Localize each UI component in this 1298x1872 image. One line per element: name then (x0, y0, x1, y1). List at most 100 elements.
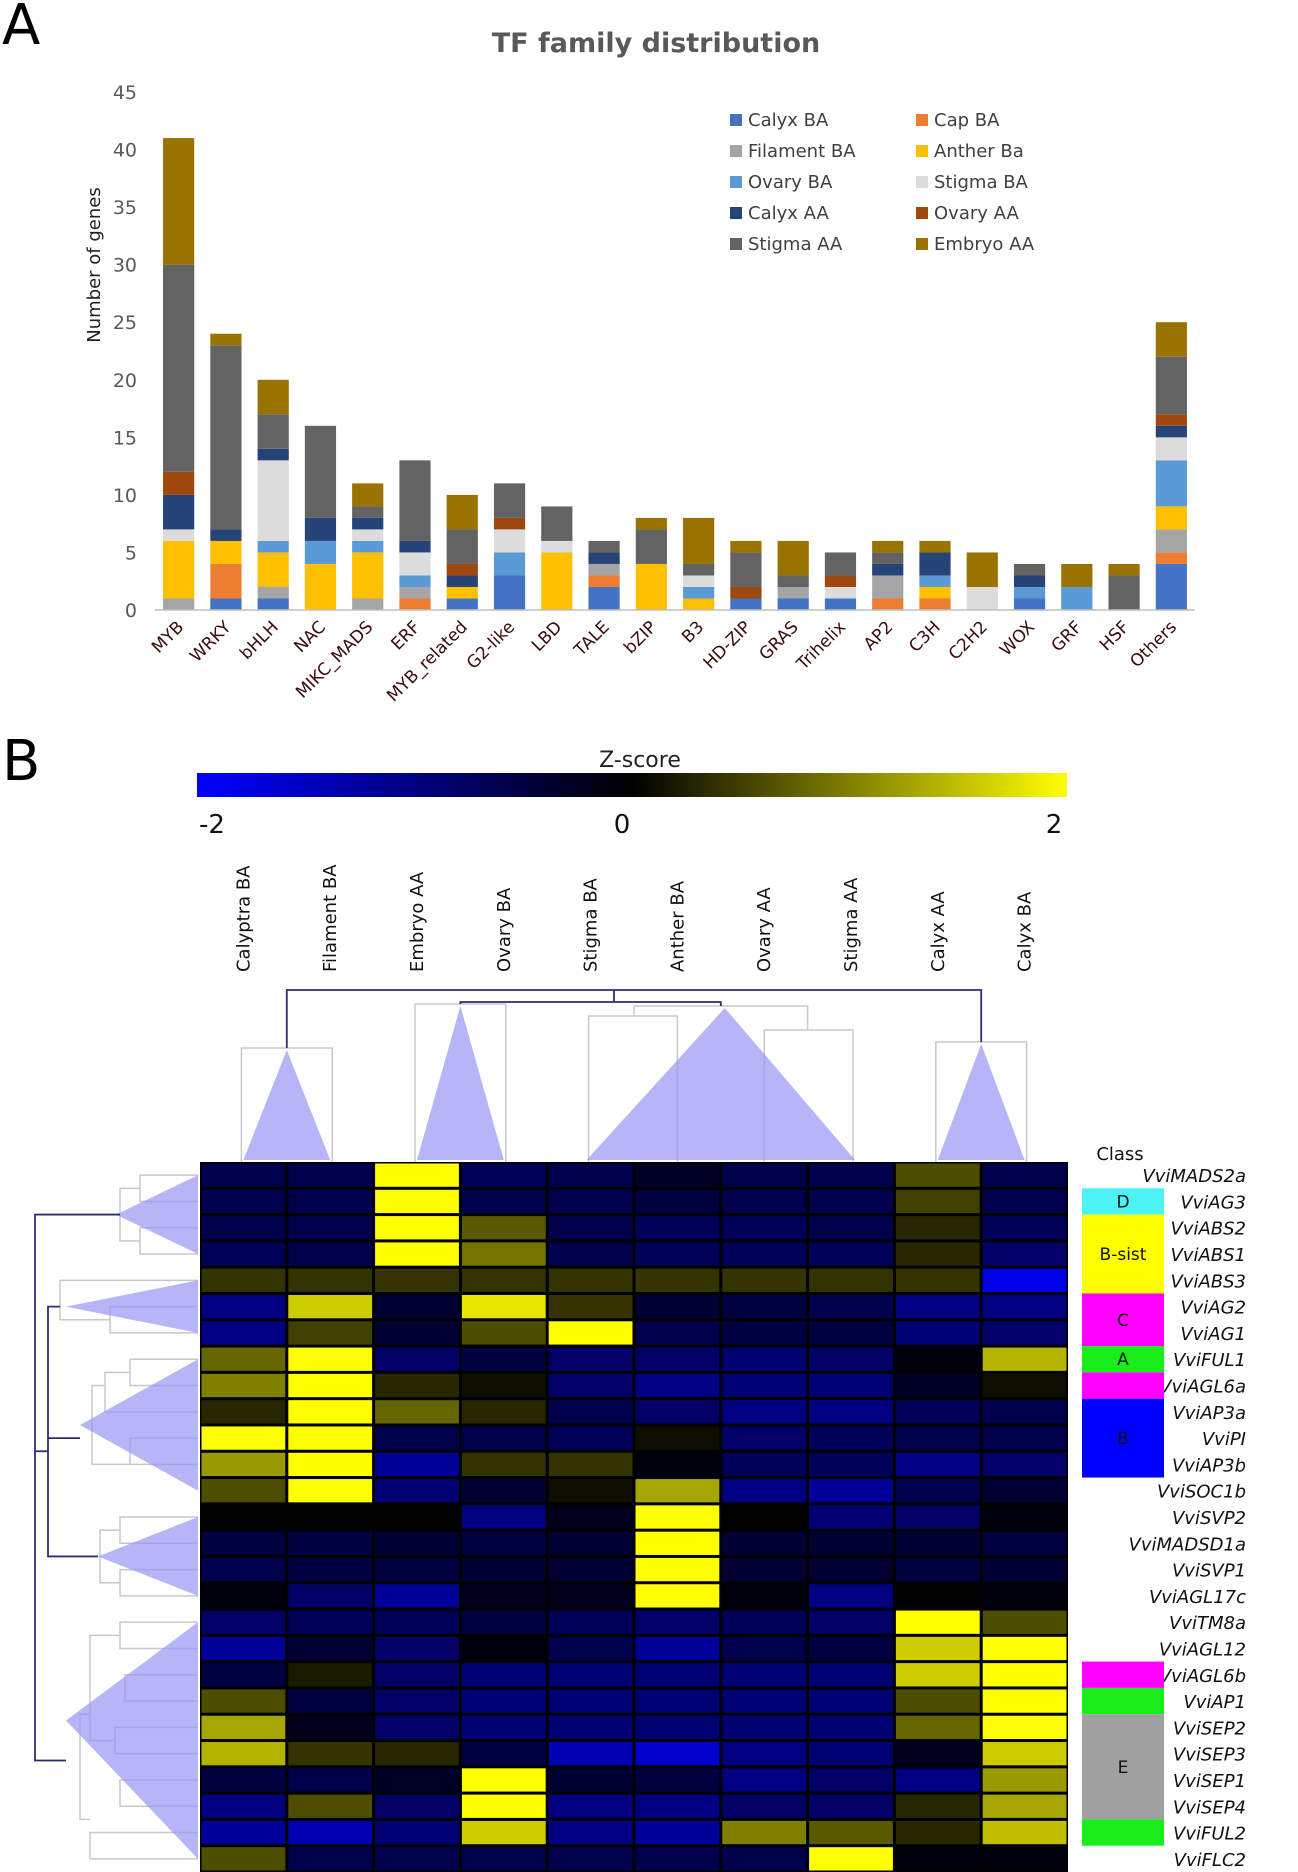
bar-segment (352, 598, 384, 610)
heatmap-cell (809, 1794, 893, 1818)
gene-label: VviSVP1 (1172, 1561, 1246, 1582)
heatmap-cell (548, 1531, 633, 1555)
heatmap-cell (982, 1794, 1067, 1818)
heatmap-cell (201, 1847, 286, 1871)
heatmap-cell (982, 1426, 1067, 1450)
heatmap-cell (548, 1505, 633, 1529)
bar-segment (824, 598, 857, 610)
heatmap-cell (375, 1452, 459, 1477)
dendrogram-branch (285, 989, 614, 1048)
bar-series (163, 138, 1187, 610)
gene-label: VviTM8a (1169, 1613, 1246, 1634)
gene-label: VviFLC2 (1174, 1850, 1246, 1871)
bar-segment (446, 598, 478, 610)
bar-segment (588, 540, 620, 553)
gene-label: VviSEP1 (1173, 1771, 1246, 1792)
bar-segment (163, 598, 195, 610)
heatmap-cell (201, 1400, 286, 1424)
heatmap-cell (809, 1715, 893, 1740)
column-dendrogram (240, 989, 1028, 1162)
heatmap-cell (809, 1216, 893, 1240)
heatmap-cell (809, 1242, 893, 1266)
class-block (1082, 1714, 1164, 1820)
class-block (1082, 1293, 1164, 1347)
bar-segment (1155, 414, 1187, 426)
heatmap-cell (809, 1636, 893, 1661)
legend-label: Cap BA (934, 110, 1000, 131)
heatmap-cell (895, 1689, 980, 1713)
heatmap-cell (288, 1479, 373, 1503)
x-tick-label: TALE (570, 617, 614, 661)
heatmap-cell (461, 1347, 546, 1371)
heatmap-cell (548, 1373, 633, 1398)
x-tick-label: bHLH (236, 617, 283, 664)
heatmap-cell (809, 1373, 893, 1398)
bar-segment (446, 494, 478, 530)
dendrogram-cluster (80, 1359, 198, 1491)
heatmap-cell (982, 1452, 1067, 1477)
bar-segment (210, 529, 242, 541)
heatmap-cell (201, 1715, 286, 1740)
heatmap-cell (461, 1505, 546, 1529)
bar-segment (163, 471, 195, 495)
legend-swatch (916, 145, 928, 157)
bar-segment (824, 552, 857, 576)
bar-segment (304, 563, 337, 610)
heatmap-cell (288, 1373, 373, 1398)
heatmap-cell (201, 1294, 286, 1319)
heatmap-cell (635, 1794, 720, 1818)
y-tick-label: 25 (113, 312, 137, 334)
heatmap-cell (895, 1847, 980, 1871)
heatmap-cell (288, 1794, 373, 1818)
heatmap-cell (895, 1584, 980, 1608)
gene-label: VviAG2 (1180, 1298, 1246, 1319)
heatmap-cell (548, 1663, 633, 1687)
heatmap-cell (809, 1426, 893, 1450)
heatmap-cell (461, 1294, 546, 1319)
legend-swatch (916, 114, 928, 126)
bar-segment (446, 575, 478, 587)
heatmap-cell (461, 1847, 546, 1871)
gene-label: VviFUL2 (1173, 1824, 1246, 1845)
heatmap-cell (635, 1663, 720, 1687)
bar-segment (446, 529, 478, 564)
legend-label: Anther Ba (934, 141, 1024, 162)
bar-segment (872, 575, 904, 599)
heatmap-cell (982, 1610, 1067, 1634)
heatmap-cell (375, 1610, 459, 1634)
heatmap-cell (635, 1373, 720, 1398)
heatmap-cell (982, 1321, 1067, 1345)
legend-label: Ovary AA (934, 203, 1019, 224)
gene-label: VviFUL1 (1173, 1350, 1246, 1371)
legend-label: Calyx BA (748, 110, 829, 131)
dendrogram-cluster (586, 1008, 855, 1160)
class-block (1082, 1687, 1164, 1715)
heatmap-cell (809, 1294, 893, 1319)
colorbar-tick: 2 (1046, 810, 1063, 840)
gene-label: VviAGL6a (1159, 1377, 1246, 1398)
heatmap-cell (375, 1347, 459, 1371)
heatmap-cell (635, 1347, 720, 1371)
heatmap-cell (461, 1268, 546, 1292)
y-tick-label: 5 (125, 542, 137, 564)
bar-segment (872, 598, 904, 610)
legend: Calyx BA Cap BA Filament BA Anther Ba Ovary … (730, 110, 1035, 255)
bar-segment (257, 540, 289, 553)
heatmap-cell (722, 1400, 807, 1424)
heatmap-cell (722, 1610, 807, 1634)
heatmap-cell (982, 1847, 1067, 1871)
dendrogram-branch (59, 1279, 198, 1321)
bar-segment (399, 598, 431, 610)
heatmap-cell (895, 1321, 980, 1345)
heatmap-cell (201, 1452, 286, 1477)
heatmap-cell (201, 1768, 286, 1792)
heatmap-cell (982, 1189, 1067, 1214)
heatmap-cell (201, 1742, 286, 1766)
heatmap-cell (201, 1794, 286, 1818)
heatmap-cell (548, 1426, 633, 1450)
heatmap-cell (895, 1531, 980, 1555)
dendrogram-cluster (417, 1006, 504, 1160)
heatmap-cell (722, 1715, 807, 1740)
gene-label: VviABS3 (1170, 1271, 1246, 1292)
gene-label: VviAP3a (1172, 1403, 1246, 1424)
